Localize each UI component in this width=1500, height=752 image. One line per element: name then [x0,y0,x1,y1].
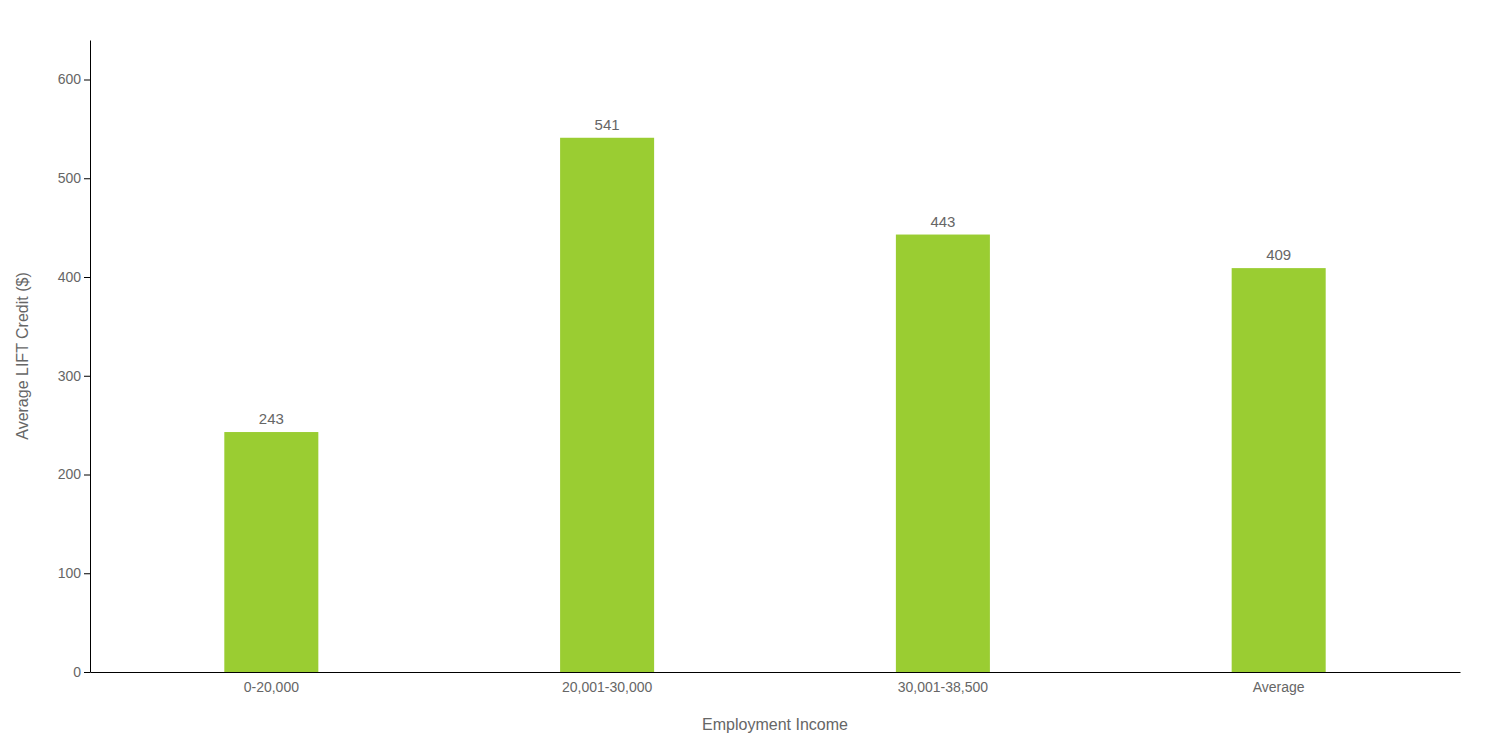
y-axis-title: Average LIFT Credit ($) [14,272,31,439]
x-tick-label: 30,001-38,500 [898,679,989,695]
x-tick: 30,001-38,500 [898,679,989,695]
y-tick: 600 [58,71,90,87]
plot-area: 0 100 200 300 400 500 600 0-20,000 20,001-30,000… [58,41,1461,695]
y-axis-line [90,41,91,673]
y-tick-mark [84,277,90,278]
x-tick: 0-20,000 [244,679,299,695]
data-labels: 243 541 443 409 [259,116,1291,427]
y-tick-mark [84,573,90,574]
y-tick: 100 [58,565,90,581]
y-tick-label: 0 [73,664,81,680]
y-axis: 0 100 200 300 400 500 600 [58,41,91,680]
data-label: 443 [930,213,955,230]
bar [1232,268,1326,672]
bar [224,432,318,672]
data-label: 409 [1266,246,1291,263]
x-tick-label: 0-20,000 [244,679,299,695]
x-axis: 0-20,000 20,001-30,000 30,001-38,500 Averag… [91,673,1461,695]
y-tick: 200 [58,466,90,482]
bar [560,138,654,672]
bars [224,138,1325,672]
data-label: 541 [595,116,620,133]
y-tick-label: 400 [58,269,82,285]
y-tick-mark [84,80,90,81]
y-tick-label: 500 [58,170,82,186]
x-tick-label: Average [1253,679,1305,695]
x-tick-label: 20,001-30,000 [562,679,653,695]
y-tick-label: 300 [58,368,82,384]
x-axis-title: Employment Income [702,716,848,733]
y-tick-mark [84,672,90,673]
y-tick-mark [84,475,90,476]
x-axis-line [91,672,1461,673]
y-tick: 500 [58,170,90,186]
chart: 0 100 200 300 400 500 600 0-20,000 20,001-30,000… [0,0,1500,752]
x-tick: Average [1253,679,1305,695]
y-tick: 400 [58,269,90,285]
y-tick-mark [84,178,90,179]
bar [896,235,990,672]
data-label: 243 [259,410,284,427]
y-tick: 0 [73,664,90,680]
y-tick-mark [84,376,90,377]
y-tick-label: 100 [58,565,82,581]
y-tick-label: 600 [58,71,82,87]
y-tick: 300 [58,368,90,384]
y-tick-label: 200 [58,466,82,482]
x-tick: 20,001-30,000 [562,679,653,695]
